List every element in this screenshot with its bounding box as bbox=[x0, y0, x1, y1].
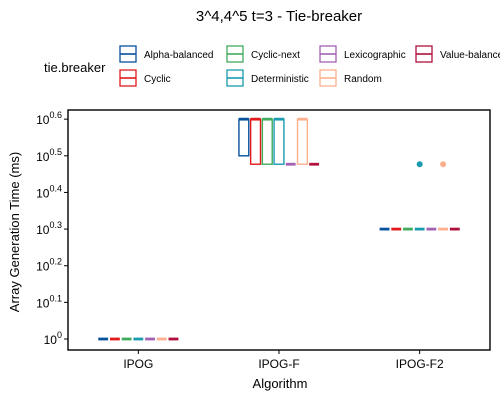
box-deterministic bbox=[273, 117, 285, 165]
legend: Alpha-balanced Cyclic Cyclic-next Determini… bbox=[119, 45, 500, 87]
box-cyclic bbox=[249, 117, 262, 165]
legend-label: Deterministic bbox=[251, 74, 309, 85]
legend-label: Cyclic bbox=[144, 74, 171, 85]
x-axis-label: Algorithm bbox=[253, 376, 308, 391]
legend-item-cyclic: Cyclic bbox=[119, 69, 171, 87]
box-random bbox=[296, 117, 309, 165]
y-axis: 100 100.1 100.2 100.3 100.4 100.5 100.6 bbox=[36, 110, 68, 347]
legend-label: Cyclic-next bbox=[251, 50, 300, 61]
box-alpha-balanced bbox=[238, 117, 250, 157]
x-tick-label: IPOG-F2 bbox=[396, 357, 444, 371]
y-tick-label: 100.1 bbox=[36, 293, 62, 310]
legend-label: Value-balanced bbox=[440, 50, 500, 61]
box-random bbox=[438, 161, 449, 231]
plot-area bbox=[67, 109, 491, 351]
outlier-point bbox=[440, 161, 447, 168]
box-cyclic-next bbox=[261, 117, 273, 165]
legend-item-cyclic-next: Cyclic-next bbox=[226, 45, 300, 63]
y-tick-label: 100.5 bbox=[36, 147, 62, 164]
y-tick-label: 100.6 bbox=[36, 110, 62, 127]
legend-item-value-balanced: Value-balanced bbox=[415, 45, 500, 63]
y-tick-label: 100.2 bbox=[36, 257, 62, 274]
chart-title: 3^4,4^5 t=3 - Tie-breaker bbox=[196, 8, 362, 25]
x-tick-label: IPOG-F bbox=[258, 357, 299, 371]
x-axis: IPOG IPOG-F IPOG-F2 bbox=[123, 350, 444, 371]
legend-item-alpha-balanced: Alpha-balanced bbox=[119, 45, 214, 63]
y-tick-label: 100 bbox=[44, 330, 62, 347]
box-deterministic bbox=[414, 161, 425, 231]
y-tick-label: 100.3 bbox=[36, 220, 62, 237]
legend-item-lexicographic: Lexicographic bbox=[319, 45, 406, 63]
legend-title: tie.breaker bbox=[44, 60, 106, 75]
legend-label: Random bbox=[344, 74, 382, 85]
legend-item-deterministic: Deterministic bbox=[226, 69, 309, 87]
legend-item-random: Random bbox=[319, 69, 382, 87]
legend-label: Lexicographic bbox=[344, 50, 406, 61]
y-axis-label: Array Generation Time (ms) bbox=[7, 152, 22, 312]
outlier-point bbox=[416, 161, 423, 168]
legend-label: Alpha-balanced bbox=[144, 50, 214, 61]
x-tick-label: IPOG bbox=[123, 357, 153, 371]
y-tick-label: 100.4 bbox=[36, 183, 62, 200]
